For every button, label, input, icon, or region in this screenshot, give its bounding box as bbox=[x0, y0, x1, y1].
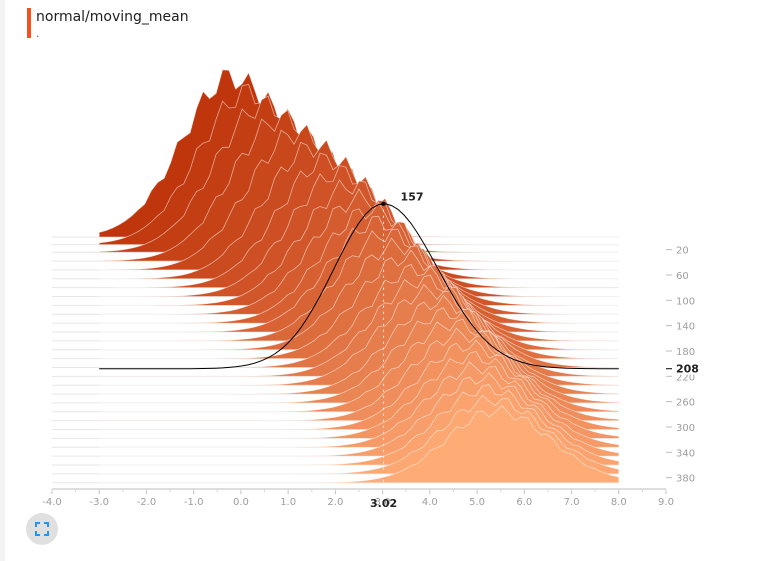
hover-overlay: 157 bbox=[99, 191, 619, 489]
x-axis: -4.0 -3.0 -2.0 -1.0 0.0 1.0 2.0 3.0 4.0 5.0 6.0 7.0… bbox=[42, 488, 674, 510]
x-tick-label: 0.0 bbox=[233, 497, 249, 508]
x-tick-label: 9.0 bbox=[658, 497, 674, 508]
histogram-area bbox=[98, 404, 620, 484]
step-tick-label: 60 bbox=[676, 271, 689, 282]
x-tick-label: 7.0 bbox=[564, 497, 580, 508]
step-tick-label: 340 bbox=[676, 448, 695, 459]
step-tick-label: 380 bbox=[676, 474, 695, 485]
step-tick-label: 100 bbox=[676, 296, 695, 307]
x-tick-label: 6.0 bbox=[516, 497, 532, 508]
run-color-swatch bbox=[27, 8, 31, 38]
step-tick-label: 260 bbox=[676, 398, 695, 409]
chart-title: normal/moving_mean bbox=[36, 9, 189, 25]
expand-button[interactable] bbox=[26, 513, 58, 545]
x-tick-label: -3.0 bbox=[89, 497, 109, 508]
step-tick-label: 300 bbox=[676, 423, 695, 434]
x-tick-label: 5.0 bbox=[469, 497, 485, 508]
fullscreen-icon bbox=[35, 522, 49, 536]
x-tick-label: 3.0 bbox=[375, 497, 391, 508]
x-tick-label: 2.0 bbox=[327, 497, 343, 508]
x-tick-label: -4.0 bbox=[42, 497, 62, 508]
x-tick-label: 8.0 bbox=[611, 497, 627, 508]
hover-peak-label: 157 bbox=[401, 191, 424, 204]
hover-series-line bbox=[99, 203, 619, 370]
step-tick-label: 220 bbox=[676, 372, 695, 383]
step-axis: 20 60 100 140 180 220 260 300 340 380 208 bbox=[666, 246, 702, 485]
x-tick-label: 4.0 bbox=[422, 497, 438, 508]
histogram-series bbox=[98, 69, 620, 484]
step-tick-label: 20 bbox=[676, 246, 689, 257]
step-tick-label: 180 bbox=[676, 347, 695, 358]
hover-x-label: 3.02 bbox=[370, 497, 397, 510]
chart-subtitle: . bbox=[36, 27, 40, 40]
hover-peak-point bbox=[381, 201, 386, 206]
hover-step-label: 208 bbox=[676, 363, 699, 376]
x-tick-label: -1.0 bbox=[184, 497, 204, 508]
step-tick-label: 140 bbox=[676, 322, 695, 333]
x-tick-label: 1.0 bbox=[280, 497, 296, 508]
left-divider bbox=[0, 0, 5, 561]
x-tick-label: -2.0 bbox=[137, 497, 157, 508]
hover-step-bg bbox=[674, 361, 702, 375]
